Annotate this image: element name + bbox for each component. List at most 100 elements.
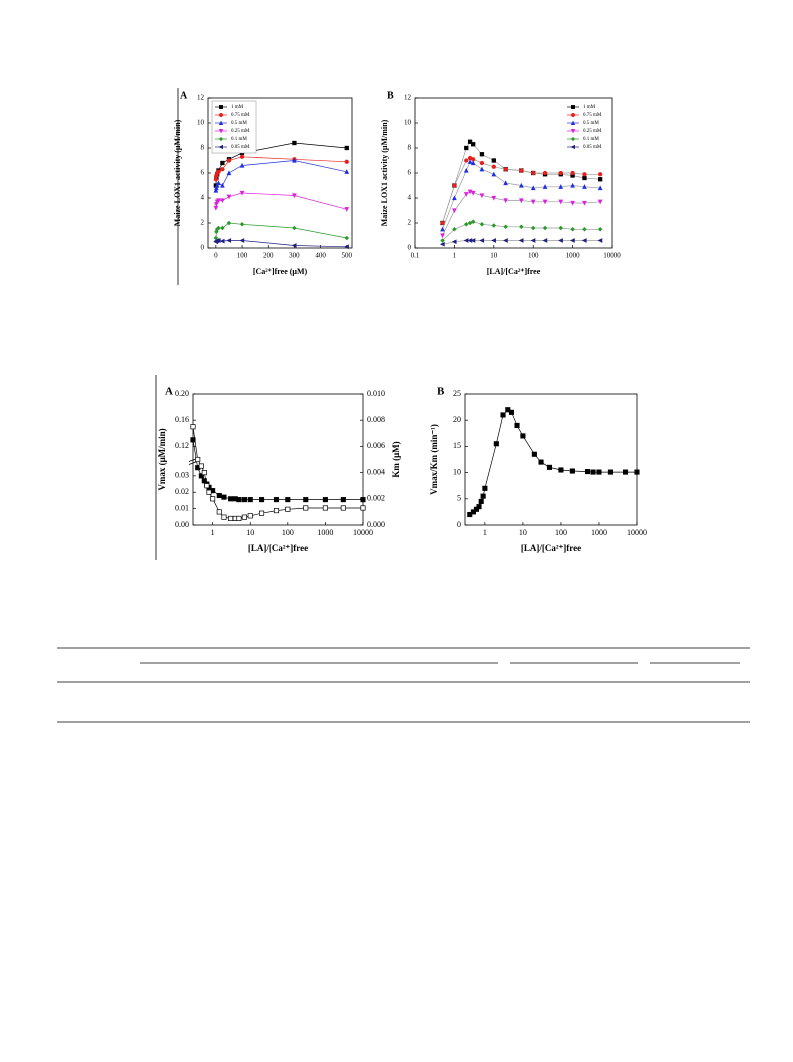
x-tick-label: 10000 bbox=[353, 528, 373, 537]
data-point bbox=[241, 497, 247, 503]
y-axis-label: Maize LOX1 activity (μM/min) bbox=[173, 119, 182, 226]
data-point bbox=[292, 193, 297, 199]
data-point bbox=[220, 198, 225, 204]
data-point bbox=[195, 456, 201, 463]
data-point bbox=[239, 221, 245, 227]
data-point bbox=[470, 190, 476, 196]
data-point bbox=[569, 468, 575, 474]
data-point bbox=[542, 170, 548, 176]
data-point bbox=[463, 167, 469, 173]
data-point bbox=[360, 505, 366, 511]
y-tick-label: 0 bbox=[201, 244, 205, 252]
data-point bbox=[273, 508, 280, 514]
data-point bbox=[440, 238, 445, 243]
data-point bbox=[285, 506, 291, 512]
data-point bbox=[570, 170, 575, 176]
y-tick-label: 15 bbox=[453, 441, 461, 450]
data-point bbox=[480, 493, 486, 499]
data-point bbox=[220, 182, 225, 188]
series-line bbox=[442, 141, 601, 224]
data-point bbox=[210, 496, 216, 502]
y-tick-label: 0.02 bbox=[175, 487, 189, 496]
legend-marker bbox=[570, 144, 575, 150]
x-tick-label: 10000 bbox=[627, 528, 647, 537]
data-point bbox=[344, 244, 349, 250]
series-line bbox=[442, 157, 601, 224]
data-point bbox=[216, 169, 221, 174]
data-point bbox=[204, 483, 210, 489]
y-tick-label: 0.20 bbox=[175, 389, 189, 398]
data-point bbox=[340, 497, 346, 503]
y-tick-label: 10 bbox=[404, 119, 412, 127]
data-point bbox=[344, 169, 350, 174]
y2-tick-label: 0.010 bbox=[367, 389, 385, 398]
data-point bbox=[239, 238, 245, 243]
data-point bbox=[213, 187, 219, 193]
panel-label: A bbox=[180, 90, 188, 101]
data-point bbox=[514, 422, 520, 428]
legend-marker bbox=[570, 136, 576, 142]
data-point bbox=[482, 485, 488, 491]
data-point bbox=[228, 496, 234, 502]
data-point bbox=[597, 238, 603, 243]
y-tick-label: 5 bbox=[457, 494, 461, 503]
data-point bbox=[584, 469, 591, 475]
data-point bbox=[546, 464, 553, 470]
data-point bbox=[292, 157, 297, 163]
data-point bbox=[530, 185, 536, 191]
data-point bbox=[582, 175, 587, 181]
x-tick-label: 100 bbox=[528, 252, 539, 260]
data-point bbox=[558, 199, 564, 205]
data-point bbox=[198, 463, 204, 469]
data-point bbox=[226, 170, 232, 176]
data-point bbox=[581, 238, 587, 243]
data-point bbox=[236, 497, 242, 503]
y-tick-label: 4 bbox=[408, 194, 412, 202]
x-tick-label: 100 bbox=[282, 528, 294, 537]
data-point bbox=[479, 152, 485, 157]
data-point bbox=[239, 162, 245, 168]
legend-box bbox=[564, 101, 608, 153]
x-tick-label: 400 bbox=[315, 252, 326, 260]
legend-label: 0.05 mM bbox=[231, 145, 250, 150]
data-point bbox=[216, 225, 221, 231]
y-axis-label: Vmax (μM/min) bbox=[157, 428, 167, 490]
legend-label: 0.25 mM bbox=[583, 129, 602, 134]
data-point bbox=[471, 142, 476, 147]
data-point bbox=[503, 167, 508, 172]
data-point bbox=[558, 170, 563, 176]
data-point bbox=[467, 159, 473, 164]
legend-label: 1 mM bbox=[583, 105, 596, 110]
data-point bbox=[479, 160, 485, 166]
data-point bbox=[508, 409, 515, 415]
data-point bbox=[634, 469, 640, 475]
y-tick-label: 4 bbox=[201, 194, 205, 202]
x-tick-label: 1000 bbox=[317, 528, 333, 537]
data-point bbox=[463, 221, 469, 227]
data-point bbox=[344, 235, 350, 241]
data-point bbox=[215, 238, 221, 243]
data-point bbox=[214, 182, 220, 188]
data-point bbox=[491, 171, 497, 177]
legend-marker bbox=[219, 113, 223, 117]
y-axis-label: Maize LOX1 activity (μM/min) bbox=[380, 119, 389, 226]
series-line bbox=[215, 240, 347, 248]
legend-marker bbox=[218, 129, 224, 134]
data-point bbox=[259, 510, 265, 516]
legend-label: 0.1 mM bbox=[583, 137, 599, 142]
y-tick-label: 10 bbox=[453, 467, 461, 476]
data-point bbox=[530, 225, 536, 231]
data-point bbox=[476, 504, 482, 510]
data-point bbox=[198, 473, 204, 479]
legend-marker bbox=[571, 105, 575, 109]
y2-axis-label: Km (μM) bbox=[391, 441, 401, 477]
x-tick-label: 10 bbox=[519, 528, 527, 537]
panel-label: B bbox=[387, 90, 394, 101]
series-line bbox=[469, 409, 637, 515]
data-point bbox=[470, 160, 476, 166]
data-point bbox=[464, 158, 469, 163]
data-point bbox=[491, 158, 496, 163]
data-point bbox=[531, 451, 537, 457]
data-point bbox=[201, 470, 207, 476]
